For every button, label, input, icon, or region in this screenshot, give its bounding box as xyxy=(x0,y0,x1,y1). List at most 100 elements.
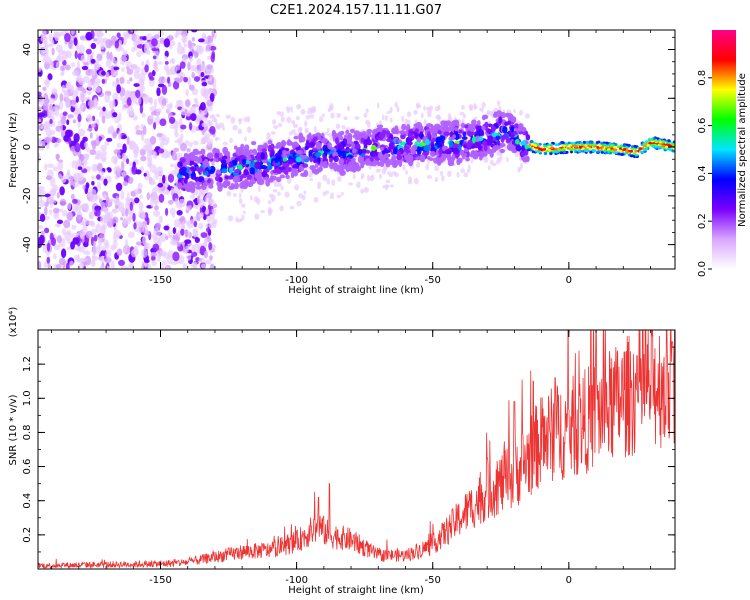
spectrogram-cell xyxy=(192,156,199,162)
spectrogram-cell xyxy=(156,87,161,97)
spectrogram-cell xyxy=(573,148,577,152)
spectrogram-cell xyxy=(210,172,214,180)
spectrogram-cell xyxy=(115,182,123,192)
spectrogram-cell xyxy=(197,45,204,55)
spectrogram-cell xyxy=(201,35,208,45)
spectrogram-cell xyxy=(315,132,322,137)
spectrogram-cell xyxy=(416,104,421,108)
spectrogram-cell xyxy=(273,125,279,130)
spectrogram-cell xyxy=(605,141,610,145)
spectrogram-cell xyxy=(277,191,281,196)
spectrogram-cell xyxy=(68,39,73,49)
spectrogram-cell xyxy=(496,100,501,106)
spectrogram-cell xyxy=(436,157,443,164)
spectrogram-cell xyxy=(42,102,49,110)
spectrogram-cell xyxy=(140,212,146,220)
spectrogram-cell xyxy=(150,111,157,116)
spectrogram-cell xyxy=(452,147,460,155)
spectrogram-cell xyxy=(256,151,262,160)
spectrogram-cell xyxy=(82,136,88,143)
spectrogram-cell xyxy=(104,113,111,119)
spectrogram-cell xyxy=(472,153,479,160)
spectrogram-cell xyxy=(307,170,313,178)
spectrogram-cell xyxy=(587,144,591,148)
spectrogram-cell xyxy=(169,124,177,129)
spectrogram-cell xyxy=(157,182,164,188)
spectrogram-cell xyxy=(389,106,393,114)
spectrogram-cell xyxy=(171,58,176,65)
spectrogram-cell xyxy=(104,93,111,103)
spectrogram-cell xyxy=(204,259,212,265)
spectrogram-cell xyxy=(139,148,146,156)
spectrogram-cell xyxy=(483,152,488,157)
spectrogram-cell xyxy=(366,139,373,146)
spectrogram-cell xyxy=(618,149,622,153)
spectrogram-cell xyxy=(38,43,42,49)
spectrogram-cell xyxy=(70,62,76,68)
spectrogram-cell xyxy=(445,126,452,132)
spectrogram-cell xyxy=(357,155,364,164)
spectrogram-cell xyxy=(119,95,124,101)
spectrogram-cell xyxy=(157,83,165,88)
y-tick-label: 0.4 xyxy=(22,493,33,509)
spectrogram-cell xyxy=(369,155,375,162)
spectrogram-cell xyxy=(44,216,51,221)
spectrogram-cell xyxy=(279,174,286,179)
spectrogram-cell xyxy=(45,56,52,65)
spectrogram-cell xyxy=(167,230,172,239)
spectrogram-cell xyxy=(562,144,566,148)
spectrogram-cell xyxy=(327,142,332,150)
spectrogram-cell xyxy=(412,153,418,158)
spectrogram-cell xyxy=(446,170,452,177)
spectrogram-cell xyxy=(650,141,654,145)
spectrogram-cell xyxy=(103,178,108,186)
spectrogram-cell xyxy=(499,112,507,119)
spectrogram-cell xyxy=(158,193,165,203)
spectrogram-cell xyxy=(481,125,486,131)
spectrogram-cell xyxy=(60,175,67,184)
spectrogram-cell xyxy=(519,109,523,116)
spectrogram-cell xyxy=(91,246,99,255)
spectrogram-cell xyxy=(581,147,585,151)
spectrogram-cell xyxy=(282,157,287,162)
spectrogram-cell xyxy=(326,128,330,134)
spectrogram-cell xyxy=(354,116,360,120)
spectrogram-cell xyxy=(406,154,414,163)
spectrogram-cell xyxy=(101,150,108,156)
spectrogram-cell xyxy=(164,60,169,65)
spectrogram-cell xyxy=(53,244,61,251)
spectrogram-cell xyxy=(156,108,162,113)
spectrogram-cell xyxy=(385,179,391,184)
spectrogram-cell xyxy=(343,116,348,121)
y-tick-label: 20 xyxy=(22,92,33,105)
spectrogram-cell xyxy=(661,140,665,144)
spectrogram-cell xyxy=(153,169,158,175)
spectrogram-cell xyxy=(210,53,215,63)
spectrogram-cell xyxy=(308,141,316,148)
spectrogram-frame xyxy=(37,29,676,270)
spectrogram-cell xyxy=(58,101,64,110)
spectrogram-cell xyxy=(243,210,246,215)
spectrogram-cell xyxy=(112,81,119,87)
spectrogram-cell xyxy=(510,126,515,133)
spectrogram-cell xyxy=(392,160,398,168)
spectrogram-cell xyxy=(458,129,463,134)
spectrogram-cell xyxy=(74,50,78,60)
spectrogram-cell xyxy=(125,158,130,165)
spectrogram-cell xyxy=(134,188,140,196)
spectrogram-cell xyxy=(365,161,371,166)
spectrogram-cell xyxy=(60,71,65,77)
spectrogram-cell xyxy=(257,185,261,193)
spectrogram-cell xyxy=(567,141,571,145)
spectrogram-cell xyxy=(143,258,150,264)
spectrogram-cell xyxy=(49,103,53,111)
spectrogram-cell xyxy=(463,172,469,178)
spectrogram-cell xyxy=(181,221,185,230)
spectrogram-cell xyxy=(200,63,206,73)
spectrogram-cell xyxy=(59,124,63,133)
spectrogram-cell xyxy=(232,175,240,183)
spectrogram-cell xyxy=(477,151,484,157)
spectrogram-cell xyxy=(370,144,377,152)
spectrogram-cell xyxy=(180,124,187,130)
spectrogram-cell xyxy=(537,147,542,151)
